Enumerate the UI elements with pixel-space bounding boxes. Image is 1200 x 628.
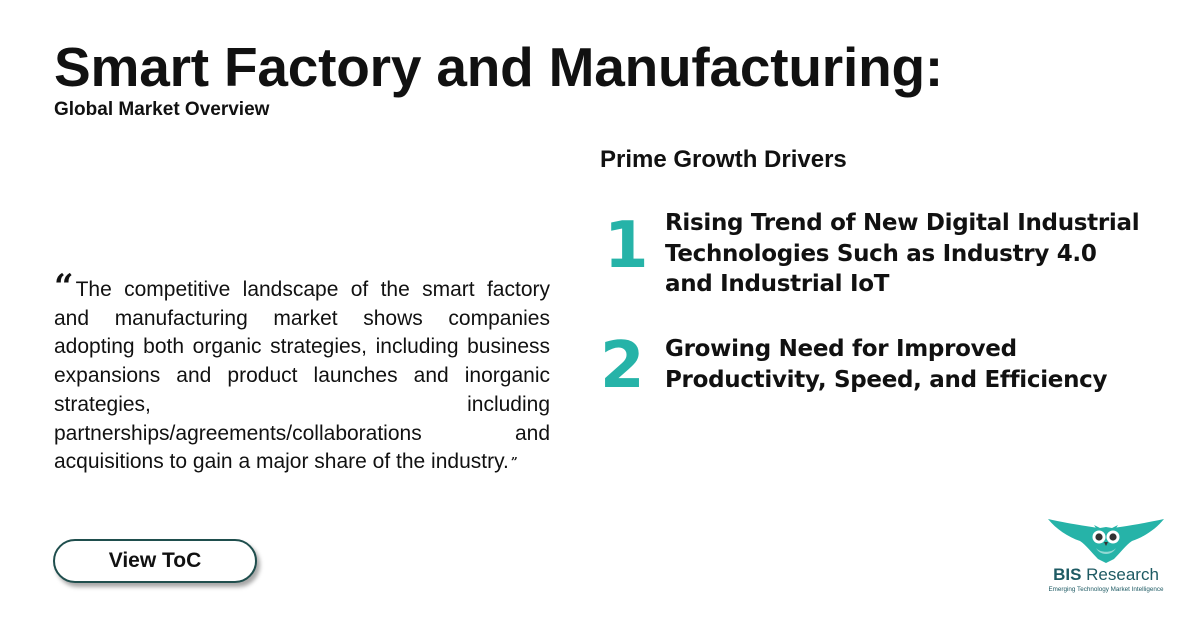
owl-icon [1048,519,1164,563]
driver-text: Rising Trend of New Digital Industrial T… [665,210,1140,297]
driver-number: 1 [604,209,649,283]
bis-research-logo: BIS Research Emerging Technology Market … [1042,515,1170,599]
quote-block: “The competitive landscape of the smart … [54,270,550,477]
drivers-heading: Prime Growth Drivers [600,146,847,173]
logo-tagline: Emerging Technology Market Intelligence [1048,586,1164,593]
quote-text: The competitive landscape of the smart f… [54,278,550,474]
view-toc-button[interactable]: View ToC [53,539,257,583]
page-title: Smart Factory and Manufacturing: [54,36,943,98]
close-quote-icon: ” [510,455,518,470]
driver-number: 2 [600,329,645,403]
driver-text: Growing Need for Improved Productivity, … [665,336,1108,393]
page-subtitle: Global Market Overview [54,99,270,120]
open-quote-icon: “ [54,267,74,307]
logo-brand: BIS Research [1053,565,1159,584]
